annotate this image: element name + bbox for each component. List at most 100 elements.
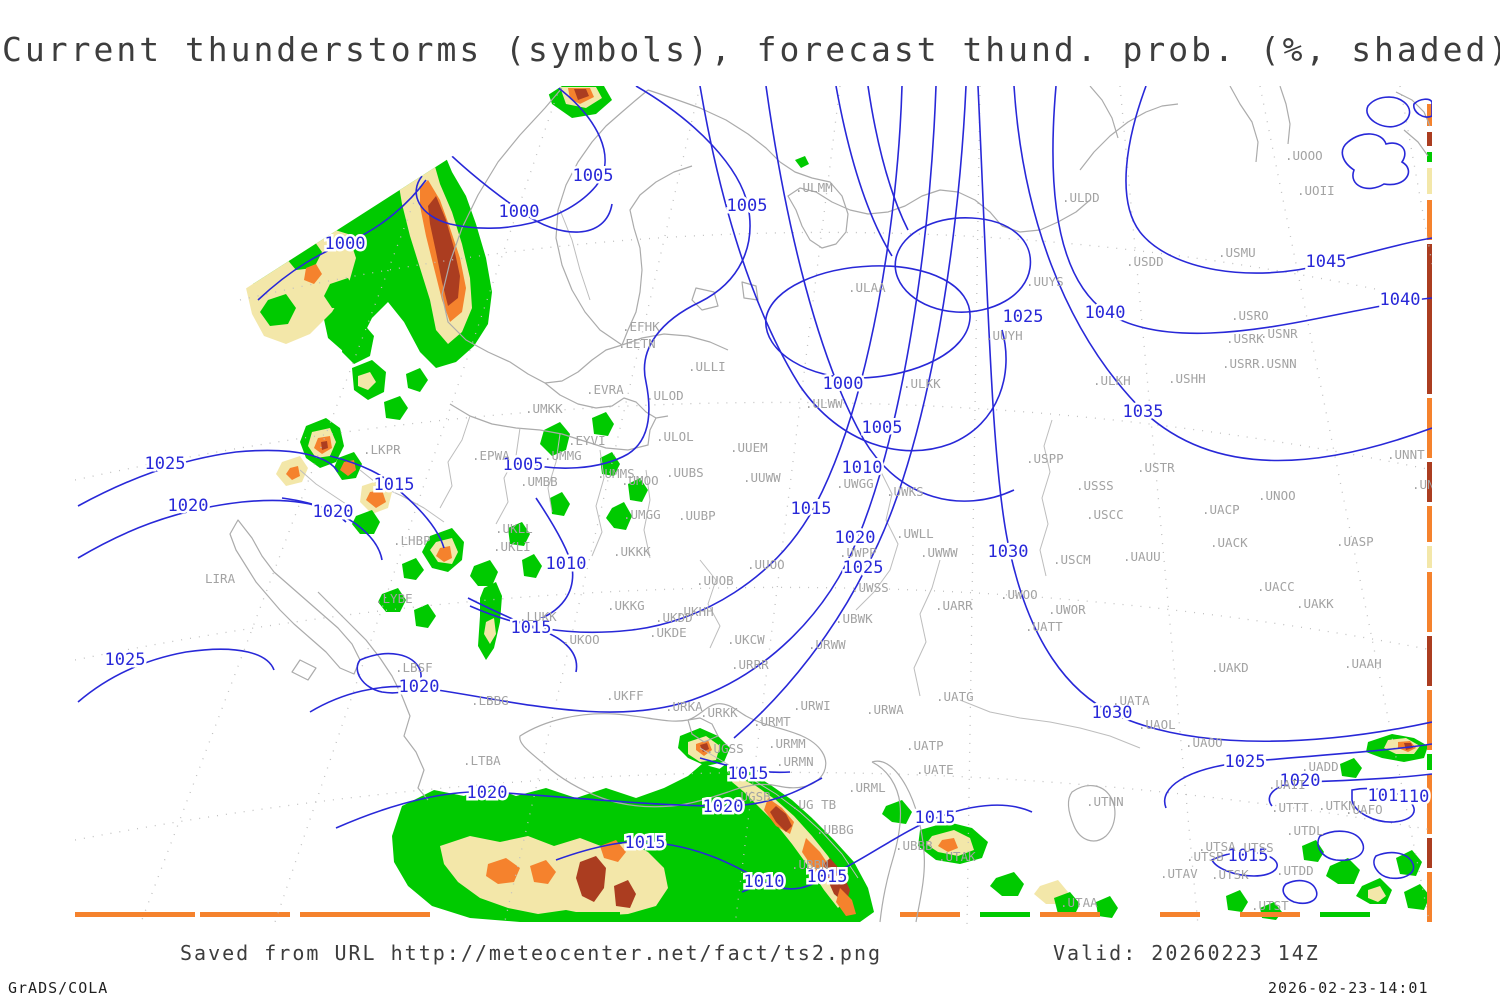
- probability-region-g: [795, 156, 809, 168]
- isobar-label: 1045: [1306, 252, 1347, 272]
- station-label: .LUKK: [519, 609, 557, 624]
- probability-region-g: [1396, 850, 1422, 876]
- station-label: .URMM: [768, 736, 806, 751]
- country-border: [439, 415, 471, 509]
- isobar-label: 110: [1399, 787, 1430, 807]
- isobar: [1413, 98, 1432, 118]
- probability-region-o: [486, 858, 520, 884]
- coastline: [1229, 86, 1291, 163]
- station-label: .UMOO: [621, 473, 659, 488]
- station-label: .USCM: [1053, 552, 1091, 567]
- probability-region-g: [470, 560, 498, 586]
- isobar-label: 1025: [105, 650, 146, 670]
- station-label: .UUBP: [678, 508, 716, 523]
- station-label: .UKKK: [613, 544, 651, 559]
- edge-shading-strip: [1427, 690, 1432, 750]
- station-label: .USRR: [1222, 356, 1260, 371]
- station-label: .UATA: [1112, 693, 1150, 708]
- isobar-label: 1015: [625, 833, 666, 853]
- station-label: .UKHH: [676, 604, 714, 619]
- isobar-label: 1005: [573, 166, 614, 186]
- isobar: [1341, 133, 1410, 190]
- station-label: .UMGG: [623, 507, 661, 522]
- station-label-layer: .ULMM .ULDD .UOOO .UOII .USMU .USDD .ULAA .UUYS…: [205, 148, 1432, 913]
- edge-shading-strip: [1427, 244, 1432, 394]
- station-label: .ULAA: [848, 280, 886, 295]
- isobar-1020: [356, 652, 422, 694]
- probability-region-o: [366, 490, 386, 508]
- edge-shading-strip: [300, 912, 430, 917]
- probability-region-o: [304, 264, 322, 284]
- station-label: .UKFF: [606, 688, 644, 703]
- station-label: .ULLI: [688, 359, 726, 374]
- probability-region-g: [628, 478, 648, 502]
- probability-region-g: [352, 510, 380, 534]
- edge-shading-strip: [1427, 774, 1432, 834]
- graticule-line: [75, 586, 1432, 661]
- coastline: [1001, 199, 1091, 233]
- station-label: .UTSK: [1211, 867, 1249, 882]
- isobar-1015: [467, 597, 578, 673]
- coastline: [449, 382, 669, 451]
- station-label: .UUOB: [696, 573, 734, 588]
- station-label: .USNR: [1260, 326, 1298, 341]
- station-label: .LKPR: [363, 442, 401, 457]
- isobar-1015: [555, 804, 1033, 890]
- edge-shading-strip: [1427, 152, 1432, 162]
- station-label: .UTDL: [1286, 823, 1324, 838]
- station-label: .UACC: [1257, 579, 1295, 594]
- coastline-layer: [229, 86, 1431, 923]
- station-label: .UACP: [1202, 502, 1240, 517]
- graticule-layer: [75, 86, 1432, 924]
- edge-shading-strip: [1427, 462, 1432, 502]
- isobar-1010: [531, 497, 574, 623]
- generation-timestamp: 2026-02-23-14:01: [1268, 979, 1429, 997]
- station-label: .URWW: [808, 637, 846, 652]
- station-label: .EYVI: [568, 433, 606, 448]
- station-label: .ULKK: [903, 376, 941, 391]
- probability-region-g: [1340, 758, 1362, 778]
- coastline: [317, 591, 429, 801]
- probability-region-g: [402, 558, 424, 580]
- isobar-1015: [1210, 851, 1278, 877]
- edge-shading-strip: [1240, 912, 1300, 917]
- station-label: .ULKH: [1093, 373, 1131, 388]
- station-label: .UTDD: [1276, 863, 1314, 878]
- station-label: .UTSA: [1198, 839, 1236, 854]
- isobar-1020: [1268, 773, 1432, 807]
- station-label: .UWPP: [839, 545, 877, 560]
- edge-strip-layer: [75, 104, 1432, 922]
- station-label: .USRO: [1231, 308, 1269, 323]
- isobar-label: 1010: [842, 458, 883, 478]
- isobar-1000: [765, 265, 971, 379]
- country-border: [959, 699, 1141, 749]
- station-label: .UATG: [936, 689, 974, 704]
- edge-shading-strip: [1040, 912, 1100, 917]
- probability-region-g: [260, 294, 296, 326]
- station-label: .UATT: [1025, 619, 1063, 634]
- probability-region-g: [378, 588, 406, 612]
- station-label: .UUOO: [747, 557, 785, 572]
- edge-shading-strip: [1427, 506, 1432, 542]
- isobar-label: 1005: [503, 455, 544, 475]
- probability-region-r: [770, 806, 792, 832]
- probability-region-g: [882, 800, 912, 824]
- station-label: .USPP: [1026, 451, 1064, 466]
- station-label: .LTBA: [463, 753, 501, 768]
- station-label: .LBSF: [395, 660, 433, 675]
- isobar-label: 1015: [807, 867, 848, 887]
- isobar-1010: [741, 879, 787, 893]
- station-label: .UKKG: [607, 598, 645, 613]
- station-label: .LHBP: [393, 533, 431, 548]
- probability-region-o: [436, 546, 452, 562]
- probability-region-o: [938, 838, 958, 852]
- edge-shading-strip: [1427, 104, 1432, 126]
- station-label: .EFHK: [622, 319, 660, 334]
- station-label: .USRK: [1226, 331, 1264, 346]
- isobar-label: 1020: [399, 677, 440, 697]
- isobar-label: 1010: [546, 554, 587, 574]
- station-label: .ULWW: [805, 396, 843, 411]
- station-label: .USDD: [1126, 254, 1164, 269]
- station-label: .UTSB: [1186, 849, 1224, 864]
- station-label: .EETN: [618, 336, 656, 351]
